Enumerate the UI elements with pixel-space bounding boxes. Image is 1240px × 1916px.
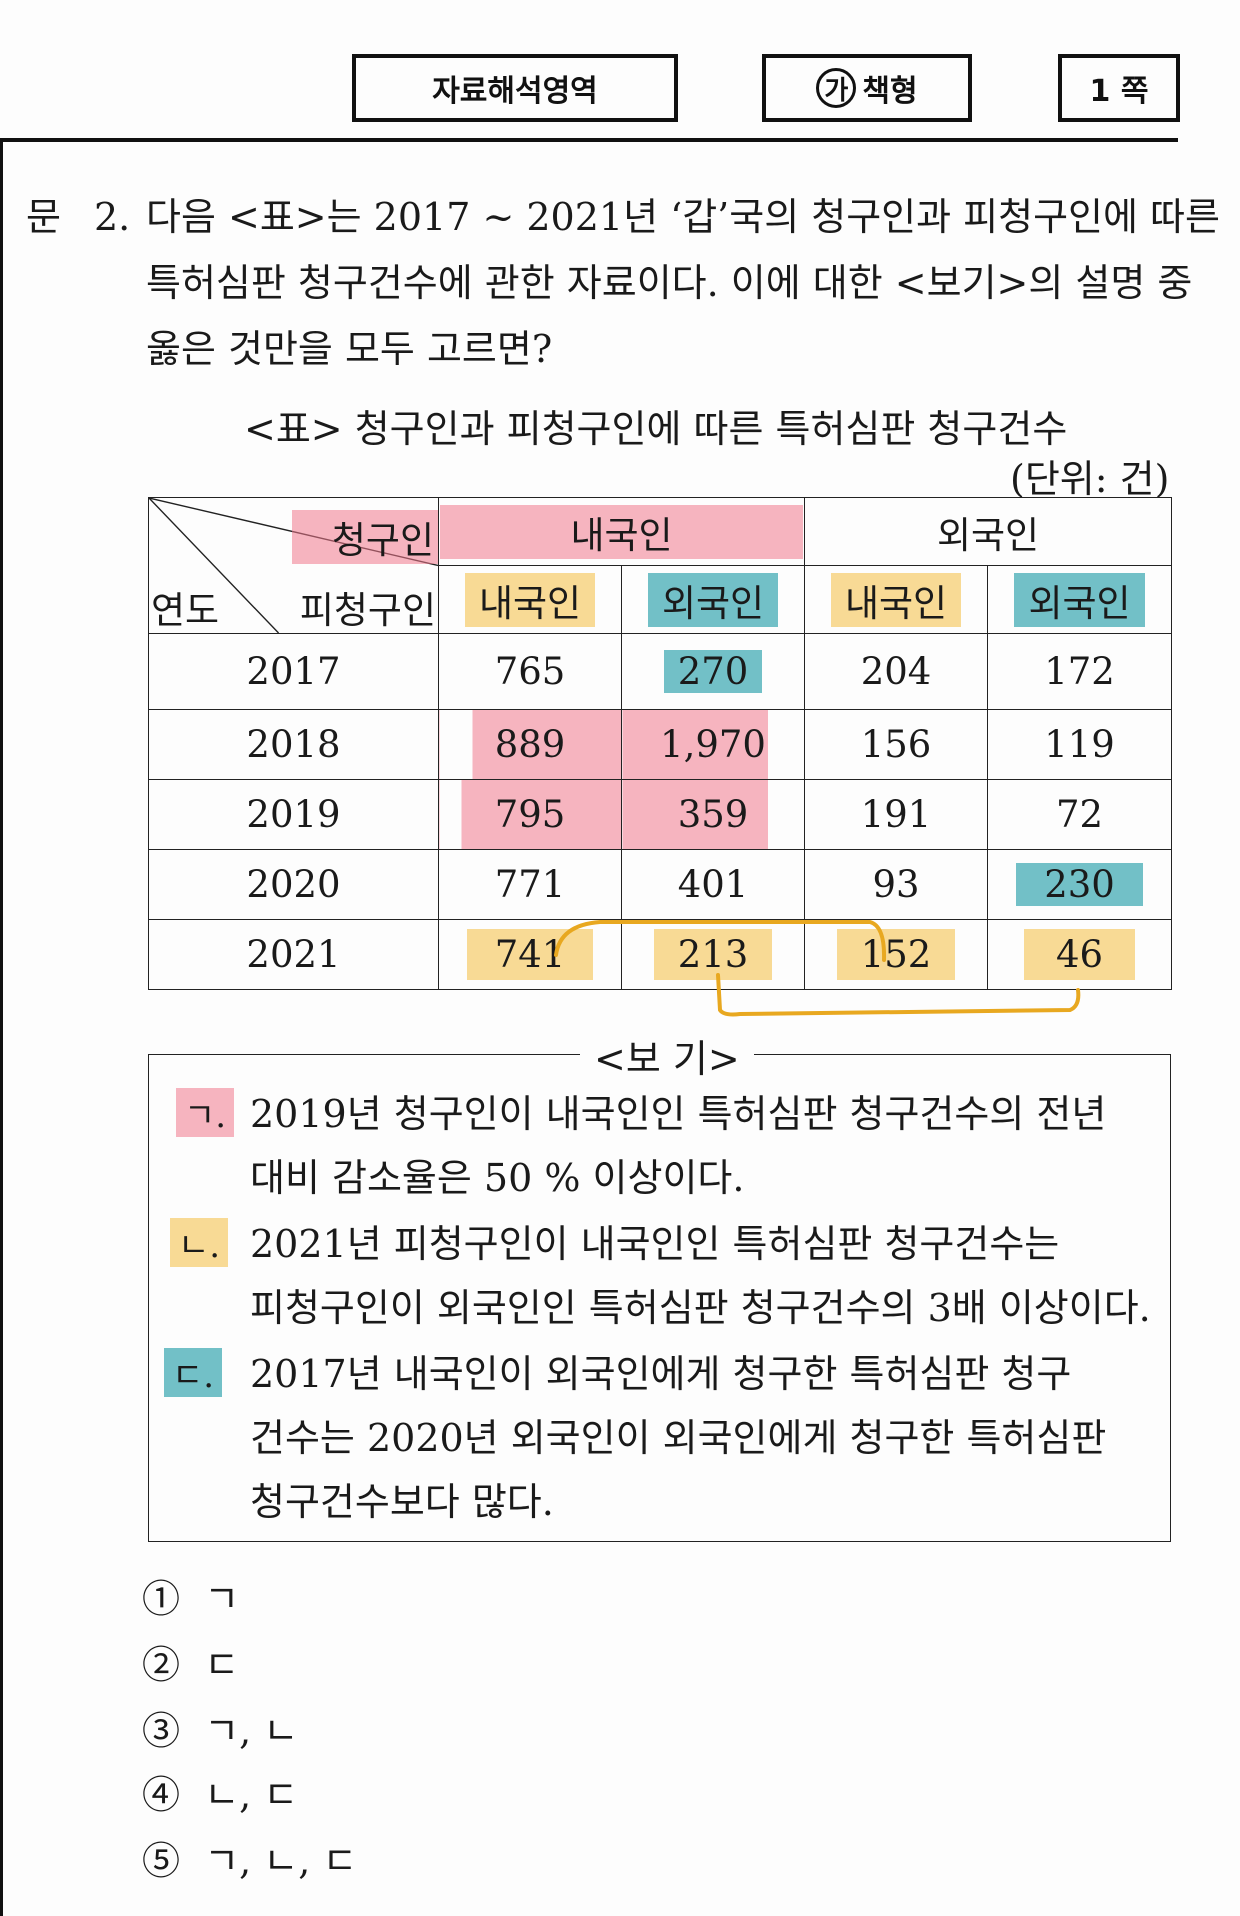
table-row: 2019 795 359 191 72	[148, 779, 1172, 850]
booklet-type-text: 책형	[862, 74, 918, 109]
corner-year-label: 연도	[151, 589, 220, 632]
value-cell: 270	[621, 633, 805, 710]
bogi-item-1-line-1: 2019년 청구인이 내국인인 특허심판 청구건수의 전년	[250, 1092, 1107, 1136]
page-number: 1 쪽	[1089, 74, 1149, 109]
corner-respondent-label: 피청구인	[299, 589, 436, 632]
value-cell: 401	[621, 849, 805, 920]
bogi-item-1-line-2: 대비 감소율은 50 % 이상이다.	[250, 1156, 745, 1200]
value-cell: 93	[804, 849, 988, 920]
choice-3[interactable]: ③ ㄱ, ㄴ	[142, 1709, 299, 1753]
bogi-item-2-line-1: 2021년 피청구인이 내국인인 특허심판 청구건수는	[250, 1222, 1060, 1266]
choice-1[interactable]: ① ㄱ	[142, 1577, 240, 1621]
bogi-mark-giyeok: ㄱ.	[176, 1088, 235, 1137]
year-cell: 2020	[148, 849, 439, 920]
table-row: 2018 889 1,970 156 119	[148, 709, 1172, 780]
value-cell: 1,970	[621, 709, 805, 780]
value-cell: 172	[987, 633, 1172, 710]
table-title: <표> 청구인과 피청구인에 따른 특허심판 청구건수	[244, 407, 1068, 451]
year-cell: 2019	[148, 779, 439, 850]
value-cell: 72	[987, 779, 1172, 850]
year-cell: 2017	[148, 633, 439, 710]
value-cell: 230	[987, 849, 1172, 920]
year-cell: 2021	[148, 919, 439, 990]
choice-4[interactable]: ④ ㄴ, ㄷ	[142, 1773, 299, 1817]
table-row: 2020 771 401 93 230	[148, 849, 1172, 920]
left-margin-line	[0, 140, 3, 1916]
corner-claimant-label: 청구인	[291, 510, 438, 564]
bogi-item-3-line-2: 건수는 2020년 외국인이 외국인에게 청구한 특허심판	[250, 1416, 1107, 1460]
booklet-circle-mark: 가	[816, 68, 857, 108]
choice-5[interactable]: ⑤ ㄱ, ㄴ, ㄷ	[142, 1839, 358, 1883]
value-cell: 156	[804, 709, 988, 780]
question-label: 문	[26, 195, 61, 239]
value-cell: 191	[804, 779, 988, 850]
respondent-header-2: 외국인	[621, 565, 805, 634]
bogi-mark-digeut: ㄷ.	[164, 1348, 223, 1397]
question-line-3: 옳은 것만을 모두 고르면?	[146, 327, 553, 371]
bogi-item-3-line-3: 청구건수보다 많다.	[250, 1480, 554, 1524]
bogi-mark-nieun: ㄴ.	[170, 1218, 229, 1267]
question-number: 2.	[94, 195, 131, 239]
choice-2[interactable]: ② ㄷ	[142, 1643, 240, 1687]
claimant-foreign-header: 외국인	[804, 497, 1172, 566]
bogi-item-2-line-2: 피청구인이 외국인인 특허심판 청구건수의 3배 이상이다.	[250, 1286, 1151, 1330]
subject-title: 자료해석영역	[432, 74, 598, 109]
value-cell: 889	[438, 709, 622, 780]
question-line-2: 특허심판 청구건수에 관한 자료이다. 이에 대한 <보기>의 설명 중	[146, 261, 1193, 305]
claimant-domestic-header: 내국인	[438, 497, 805, 566]
value-cell: 795	[438, 779, 622, 850]
header-rule	[0, 138, 1178, 142]
subject-box: 자료해석영역	[352, 54, 678, 122]
table-unit: (단위: 건)	[1010, 457, 1170, 501]
respondent-header-4: 외국인	[987, 565, 1172, 634]
table-corner-cell: 청구인 피청구인 연도	[148, 497, 439, 634]
value-cell: 359	[621, 779, 805, 850]
value-cell: 152	[804, 919, 988, 990]
page-number-box: 1 쪽	[1058, 54, 1180, 122]
value-cell: 213	[621, 919, 805, 990]
bogi-title: <보 기>	[580, 1028, 754, 1083]
value-cell: 741	[438, 919, 622, 990]
question-line-1: 다음 <표>는 2017 ~ 2021년 ‘갑’국의 청구인과 피청구인에 따른	[146, 195, 1220, 239]
patent-trial-table: 청구인 피청구인 연도 내국인 외국인 내국인 외국인 내국인 외국인 2017…	[148, 497, 1172, 990]
table-row: 2021 741 213 152 46	[148, 919, 1172, 990]
booklet-type-box: 가 책형	[762, 54, 972, 122]
bogi-item-3-line-1: 2017년 내국인이 외국인에게 청구한 특허심판 청구	[250, 1352, 1072, 1396]
year-cell: 2018	[148, 709, 439, 780]
